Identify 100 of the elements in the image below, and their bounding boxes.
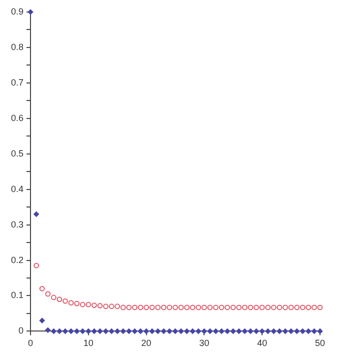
point bbox=[306, 328, 312, 334]
point bbox=[80, 302, 86, 308]
y-tick-label: 0 bbox=[18, 326, 24, 336]
point bbox=[306, 304, 312, 310]
point bbox=[132, 328, 138, 334]
point bbox=[184, 328, 190, 334]
point bbox=[236, 328, 242, 334]
point bbox=[300, 304, 306, 310]
point bbox=[86, 328, 92, 334]
point bbox=[254, 328, 260, 334]
point bbox=[218, 328, 224, 334]
point bbox=[276, 328, 282, 334]
point bbox=[166, 304, 172, 310]
point bbox=[190, 304, 196, 310]
point bbox=[68, 300, 74, 306]
point bbox=[103, 328, 108, 334]
point bbox=[144, 304, 150, 310]
y-tick-label: 0.7 bbox=[10, 77, 24, 88]
point bbox=[39, 318, 45, 324]
point bbox=[300, 328, 306, 334]
point bbox=[74, 328, 80, 334]
point bbox=[50, 294, 56, 300]
point bbox=[265, 328, 271, 334]
point bbox=[132, 304, 138, 310]
y-tick-label: 0.6 bbox=[10, 112, 24, 123]
point bbox=[39, 286, 45, 292]
point bbox=[218, 304, 224, 310]
point bbox=[270, 304, 276, 310]
point bbox=[178, 304, 184, 310]
point bbox=[178, 328, 184, 334]
point bbox=[213, 304, 218, 310]
point bbox=[166, 328, 172, 334]
point bbox=[224, 328, 230, 334]
y-tick-label: 0.2 bbox=[10, 254, 24, 265]
point bbox=[97, 328, 103, 334]
point bbox=[202, 304, 207, 310]
point bbox=[213, 328, 218, 334]
point bbox=[230, 328, 236, 334]
point bbox=[172, 328, 178, 334]
x-tick-label: 50 bbox=[314, 338, 326, 348]
point bbox=[126, 304, 132, 310]
point bbox=[242, 304, 248, 310]
point bbox=[108, 304, 114, 310]
point bbox=[196, 328, 202, 334]
x-tick-label: 10 bbox=[83, 338, 94, 348]
x-tick-label: 30 bbox=[199, 338, 210, 348]
y-tick-label: 0.8 bbox=[10, 42, 24, 52]
point bbox=[288, 328, 294, 334]
point bbox=[45, 291, 51, 297]
y-tick-label: 0.1 bbox=[10, 290, 24, 300]
point bbox=[68, 328, 74, 334]
point bbox=[184, 304, 190, 310]
point bbox=[62, 328, 68, 334]
point bbox=[56, 296, 62, 302]
point bbox=[92, 328, 97, 334]
point bbox=[80, 328, 86, 334]
point bbox=[149, 304, 155, 310]
x-tick-label: 20 bbox=[141, 338, 152, 348]
point bbox=[74, 300, 80, 306]
x-tick-label: 0 bbox=[28, 338, 34, 348]
point bbox=[282, 328, 288, 334]
point bbox=[270, 328, 276, 334]
point bbox=[196, 304, 202, 310]
point bbox=[202, 328, 207, 334]
point bbox=[126, 328, 132, 334]
y-tick-label: 0.3 bbox=[10, 219, 24, 230]
point bbox=[294, 328, 300, 334]
point bbox=[230, 304, 236, 310]
point bbox=[86, 302, 92, 308]
point bbox=[155, 304, 161, 310]
point bbox=[120, 328, 126, 334]
point bbox=[114, 304, 120, 310]
point bbox=[236, 304, 242, 310]
point bbox=[62, 298, 68, 304]
point bbox=[207, 328, 213, 334]
point bbox=[34, 262, 39, 268]
point bbox=[144, 328, 150, 334]
point bbox=[108, 328, 114, 334]
point bbox=[34, 211, 39, 217]
point bbox=[317, 304, 323, 310]
point bbox=[312, 328, 317, 334]
point bbox=[172, 304, 178, 310]
point bbox=[265, 304, 271, 310]
x-tick-label: 40 bbox=[257, 338, 268, 348]
point bbox=[114, 328, 120, 334]
point bbox=[190, 328, 196, 334]
point bbox=[50, 328, 56, 334]
y-tick-label: 0.4 bbox=[10, 184, 24, 194]
point bbox=[282, 304, 288, 310]
point bbox=[259, 328, 265, 334]
point bbox=[288, 304, 294, 310]
point bbox=[160, 304, 166, 310]
point bbox=[120, 304, 126, 310]
point bbox=[56, 328, 62, 334]
y-tick-label: 0.5 bbox=[10, 148, 24, 158]
point bbox=[138, 304, 144, 310]
point bbox=[224, 304, 230, 310]
point bbox=[138, 328, 144, 334]
point bbox=[254, 304, 260, 310]
point bbox=[248, 328, 254, 334]
